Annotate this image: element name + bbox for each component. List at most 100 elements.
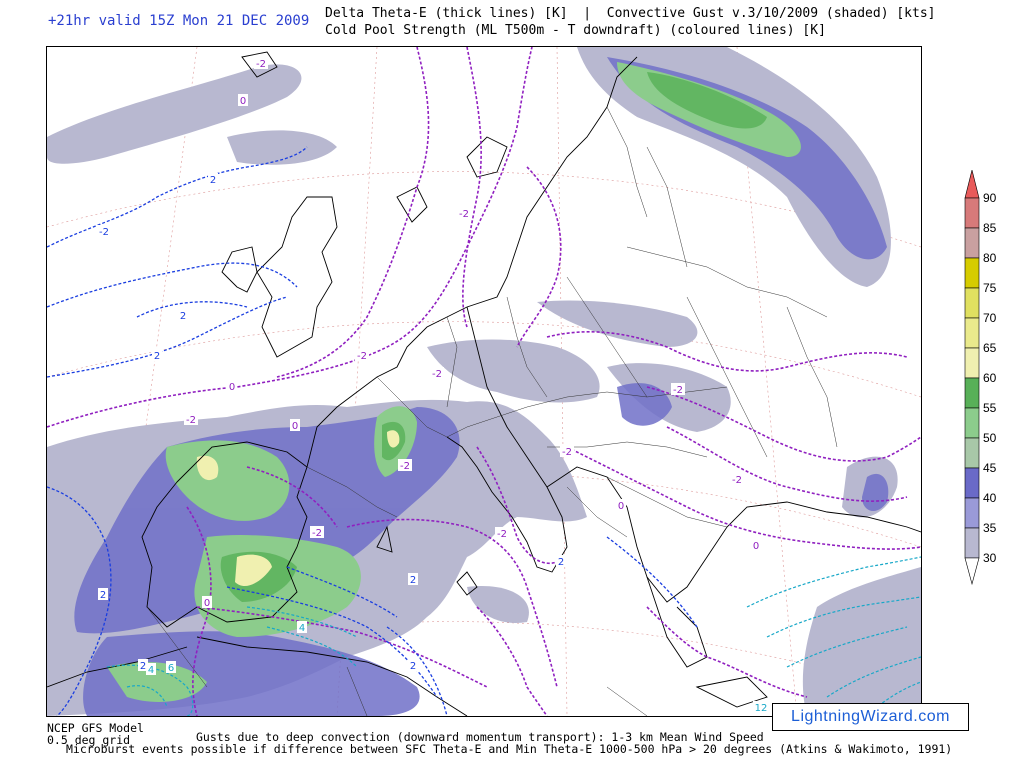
svg-text:4: 4 <box>299 623 305 634</box>
legend-swatch-35 <box>964 497 980 529</box>
svg-text:2: 2 <box>210 175 216 186</box>
contour-label: 2 <box>556 555 566 568</box>
svg-text:2: 2 <box>558 557 564 568</box>
svg-text:-2: -2 <box>99 227 109 238</box>
legend-label-70: 70 <box>983 311 997 325</box>
gust-legend <box>962 169 1022 600</box>
contour-label: 2 <box>152 349 162 362</box>
contour-label: 2 <box>98 588 108 601</box>
weather-map: -2 0 -2 2 -2 2 2 -2 0 -2 -2 -2 0 -2 2 4 … <box>46 46 922 717</box>
contour-label: 12 <box>753 701 769 714</box>
svg-text:-2: -2 <box>562 447 572 458</box>
contour-label: 4 <box>146 663 156 676</box>
contour-label: 2 <box>138 659 148 672</box>
legend-label-40: 40 <box>983 491 997 505</box>
legend-label-65: 65 <box>983 341 997 355</box>
contour-label: 2 <box>408 573 418 586</box>
contour-label: -2 <box>355 349 369 362</box>
svg-text:-2: -2 <box>256 59 266 70</box>
contour-label: 0 <box>227 380 237 393</box>
contour-label: -2 <box>430 367 444 380</box>
contour-label: -2 <box>254 57 268 70</box>
svg-text:-2: -2 <box>186 415 196 426</box>
contour-label: -2 <box>730 473 744 486</box>
model-name: NCEP GFS Model <box>47 721 144 735</box>
legend-swatch-50 <box>964 407 980 439</box>
contour-label: -2 <box>671 383 685 396</box>
contour-label: -2 <box>560 445 574 458</box>
gust-shading-60 <box>196 430 400 587</box>
svg-text:2: 2 <box>410 661 416 672</box>
contour-label: 4 <box>297 621 307 634</box>
contour-label: 0 <box>751 539 761 552</box>
legend-label-55: 55 <box>983 401 997 415</box>
contour-label: 0 <box>202 596 212 609</box>
svg-text:2: 2 <box>100 590 106 601</box>
svg-text:0: 0 <box>204 598 210 609</box>
contour-label: 2 <box>178 309 188 322</box>
legend-label-75: 75 <box>983 281 997 295</box>
legend-arrow-bottom <box>964 557 980 586</box>
svg-text:-2: -2 <box>459 209 469 220</box>
svg-text:-2: -2 <box>400 461 410 472</box>
contour-labels: -2 0 -2 2 -2 2 2 -2 0 -2 -2 -2 0 -2 2 4 … <box>97 57 769 714</box>
legend-label-60: 60 <box>983 371 997 385</box>
contour-label: 2 <box>208 173 218 186</box>
legend-label-80: 80 <box>983 251 997 265</box>
contour-label: 0 <box>238 94 248 107</box>
contour-label: 0 <box>616 499 626 512</box>
svg-text:12: 12 <box>755 703 768 714</box>
contour-label: -2 <box>184 413 198 426</box>
legend-swatch-40 <box>964 467 980 499</box>
legend-swatch-45 <box>964 437 980 469</box>
legend-label-50: 50 <box>983 431 997 445</box>
svg-text:0: 0 <box>618 501 624 512</box>
svg-text:0: 0 <box>753 541 759 552</box>
svg-text:0: 0 <box>229 382 235 393</box>
contour-label: 6 <box>166 661 176 674</box>
svg-text:-2: -2 <box>432 369 442 380</box>
model-grid: 0.5 deg grid <box>47 733 131 747</box>
svg-text:6: 6 <box>168 663 174 674</box>
legend-arrow-top <box>964 169 980 199</box>
legend-swatch-55 <box>964 377 980 409</box>
legend-label-45: 45 <box>983 461 997 475</box>
legend-label-35: 35 <box>983 521 997 535</box>
contour-label: 2 <box>408 659 418 672</box>
chart-title-line1: Delta Theta-E (thick lines) [K] | Convec… <box>325 6 936 21</box>
model-info: NCEP GFS Model 0.5 deg grid <box>47 722 144 746</box>
coastlines <box>47 51 921 716</box>
svg-text:-2: -2 <box>732 475 742 486</box>
footnote-microburst: Microburst events possible if difference… <box>66 742 953 756</box>
legend-swatch-30 <box>964 527 980 559</box>
contour-label: -2 <box>97 225 111 238</box>
svg-text:-2: -2 <box>312 528 322 539</box>
svg-text:-2: -2 <box>673 385 683 396</box>
delta-theta-e-contours <box>47 47 921 716</box>
legend-swatch-75 <box>964 257 980 289</box>
legend-label-90: 90 <box>983 191 997 205</box>
legend-swatch-80 <box>964 227 980 259</box>
legend-label-30: 30 <box>983 551 997 565</box>
contour-label: -2 <box>495 527 509 540</box>
chart-title-line2: Cold Pool Strength (ML T500m - T downdra… <box>325 23 826 38</box>
svg-text:2: 2 <box>410 575 416 586</box>
svg-text:2: 2 <box>140 661 146 672</box>
contour-label: -2 <box>310 526 324 539</box>
svg-text:2: 2 <box>154 351 160 362</box>
footnote-gusts: Gusts due to deep convection (downward m… <box>196 730 764 744</box>
legend-swatch-70 <box>964 287 980 319</box>
legend-swatch-85 <box>964 197 980 229</box>
svg-text:2: 2 <box>180 311 186 322</box>
contour-label: -2 <box>457 207 471 220</box>
legend-label-85: 85 <box>983 221 997 235</box>
valid-time: +21hr valid 15Z Mon 21 DEC 2009 <box>48 13 310 29</box>
svg-text:-2: -2 <box>357 351 367 362</box>
contour-label: 0 <box>290 419 300 432</box>
legend-swatch-60 <box>964 347 980 379</box>
svg-text:0: 0 <box>292 421 298 432</box>
svg-text:4: 4 <box>148 665 154 676</box>
brand-logo: LightningWizard.com <box>772 703 969 731</box>
svg-text:-2: -2 <box>497 529 507 540</box>
legend-swatch-65 <box>964 317 980 349</box>
